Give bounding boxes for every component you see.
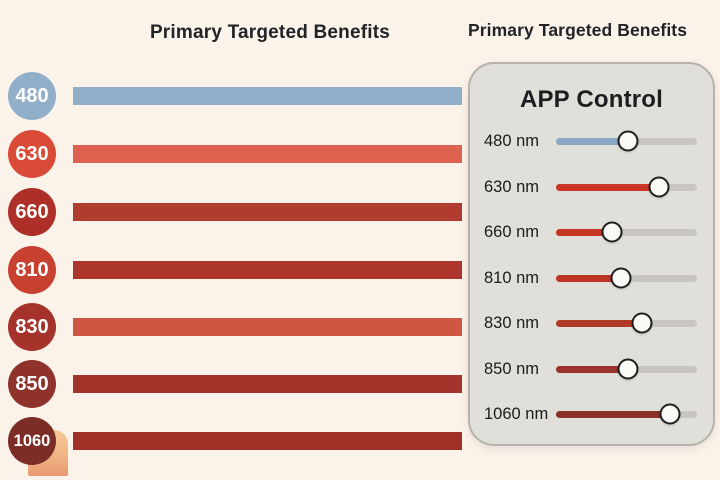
slider-thumb-630[interactable] (648, 176, 670, 198)
wavelength-row-810: 810 (8, 241, 462, 299)
wavelength-badge-1060: 1060 (8, 417, 56, 465)
wavelength-row-480: 480 (8, 67, 462, 125)
app-control-card: APP Control 480 nm 630 nm 660 nm 810 nm … (468, 62, 715, 446)
slider-label-850: 850 nm (484, 359, 540, 378)
benefit-bar-480 (73, 87, 462, 105)
slider-480[interactable] (556, 130, 697, 152)
slider-fill-810 (556, 274, 621, 282)
wavelength-badge-480: 480 (8, 72, 56, 120)
slider-row-660: 660 nm (484, 220, 697, 244)
slider-810[interactable] (556, 267, 697, 289)
wavelength-row-630: 630 (8, 125, 462, 183)
slider-fill-480 (556, 137, 628, 145)
wavelength-badge-830: 830 (8, 303, 56, 351)
wavelength-row-850: 850 (8, 355, 462, 413)
wavelength-row-1060: 1060 (8, 412, 462, 470)
slider-thumb-810[interactable] (610, 267, 632, 289)
slider-row-850: 850 nm (484, 357, 697, 381)
benefit-bar-830 (73, 318, 462, 336)
slider-fill-830 (556, 319, 642, 327)
slider-fill-850 (556, 365, 628, 373)
wavelength-row-660: 660 (8, 183, 462, 241)
slider-fill-630 (556, 183, 659, 191)
benefit-bar-850 (73, 375, 462, 393)
slider-thumb-830[interactable] (631, 312, 653, 334)
slider-thumb-1060[interactable] (659, 403, 681, 425)
slider-fill-1060 (556, 410, 671, 418)
slider-thumb-480[interactable] (617, 130, 639, 152)
slider-row-810: 810 nm (484, 266, 697, 290)
wavelength-badge-660: 660 (8, 188, 56, 236)
slider-fill-660 (556, 228, 613, 236)
slider-630[interactable] (556, 176, 697, 198)
benefit-bar-660 (73, 203, 462, 221)
slider-label-1060: 1060 nm (484, 404, 549, 423)
slider-label-830: 830 nm (484, 313, 540, 332)
slider-row-630: 630 nm (484, 175, 697, 199)
left-panel-title: Primary Targeted Benefits (149, 22, 391, 43)
slider-row-1060: 1060 nm (484, 402, 697, 426)
app-control-title: APP Control (519, 86, 664, 113)
slider-label-630: 630 nm (484, 177, 540, 196)
right-panel-title: Primary Targeted Benefits (468, 20, 688, 40)
slider-thumb-850[interactable] (617, 358, 639, 380)
slider-label-810: 810 nm (484, 268, 540, 287)
slider-660[interactable] (556, 221, 697, 243)
slider-row-830: 830 nm (484, 311, 697, 335)
benefit-bar-1060 (73, 432, 462, 450)
benefit-bar-630 (73, 145, 462, 163)
slider-830[interactable] (556, 312, 697, 334)
slider-label-480: 480 nm (484, 131, 540, 150)
slider-label-660: 660 nm (484, 222, 540, 241)
slider-row-480: 480 nm (484, 129, 697, 153)
benefit-bar-810 (73, 261, 462, 279)
slider-thumb-660[interactable] (601, 221, 623, 243)
wavelength-badge-810: 810 (8, 246, 56, 294)
wavelength-row-830: 830 (8, 298, 462, 356)
slider-850[interactable] (556, 358, 697, 380)
slider-1060[interactable] (556, 403, 697, 425)
wavelength-badge-850: 850 (8, 360, 56, 408)
wavelength-badge-630: 630 (8, 130, 56, 178)
